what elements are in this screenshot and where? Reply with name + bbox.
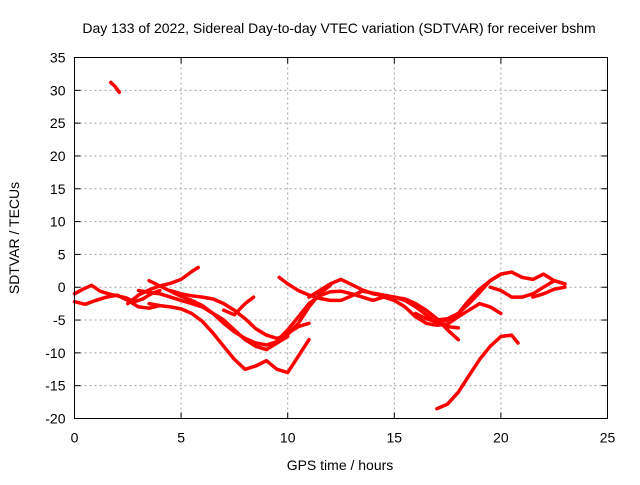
x-axis-label: GPS time / hours (287, 457, 394, 473)
plot-frame (74, 57, 608, 419)
x-tick-label: 20 (493, 430, 509, 446)
series-line-arc-3 (72, 293, 162, 310)
y-tick-label: 5 (58, 246, 66, 262)
series-line-arc-15 (488, 278, 567, 299)
series-line-arc-1 (108, 80, 122, 95)
x-tick-label: 0 (71, 430, 79, 446)
y-tick-label: 30 (50, 82, 66, 98)
y-tick-label: -20 (45, 411, 65, 427)
y-tick-label: -10 (45, 345, 65, 361)
series-line-arc-16 (531, 285, 567, 299)
series-line-arc-17 (435, 333, 520, 411)
series-line-arc-6 (147, 301, 311, 375)
data-series (72, 80, 567, 411)
y-tick-label: 10 (50, 214, 66, 230)
axis-ticks: -20 -15 -10 -5 0 5 10 15 20 25 30 35 0 5 10 15 20 25 (45, 50, 615, 446)
series-line-arc-12 (307, 277, 461, 342)
y-axis-label: SDTVAR / TECUs (6, 182, 22, 294)
series-line-arc-10 (275, 289, 503, 343)
series-line-arc-7 (136, 288, 290, 352)
x-tick-label: 25 (600, 430, 616, 446)
y-tick-label: 25 (50, 115, 66, 131)
y-tick-label: -5 (53, 312, 66, 328)
x-tick-label: 10 (280, 430, 296, 446)
y-tick-label: 0 (58, 279, 66, 295)
gridlines (74, 57, 608, 419)
x-tick-label: 15 (387, 430, 403, 446)
chart-title: Day 133 of 2022, Sidereal Day-to-day VTE… (82, 20, 595, 36)
y-tick-label: 20 (50, 148, 66, 164)
series-line-arc-9 (221, 295, 256, 317)
y-tick-label: -15 (45, 378, 65, 394)
x-tick-label: 5 (177, 430, 185, 446)
y-tick-label: 15 (50, 181, 66, 197)
y-tick-label: 35 (50, 50, 66, 66)
series-line-arc-14 (435, 270, 567, 322)
series-line-arc-8 (168, 283, 333, 341)
series-line-arc-4 (126, 265, 200, 306)
